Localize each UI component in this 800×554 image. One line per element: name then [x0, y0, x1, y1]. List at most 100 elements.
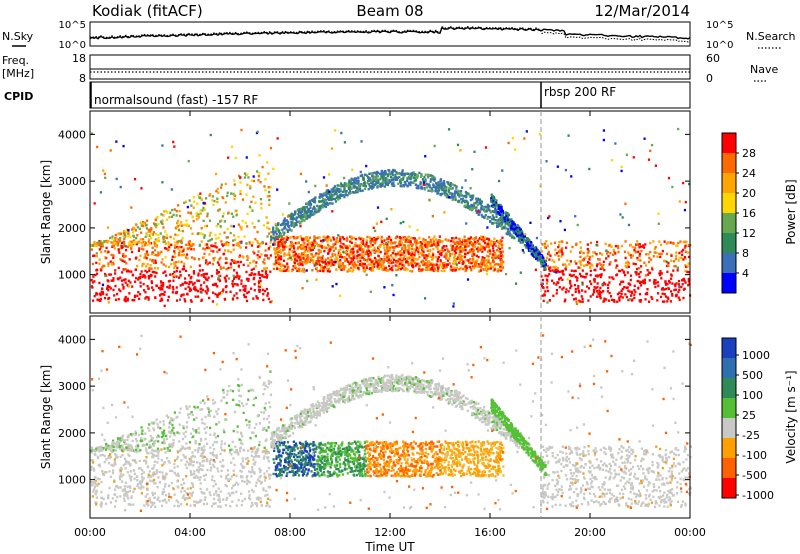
range-time-cell: [463, 240, 466, 243]
range-time-cell: [229, 231, 232, 235]
range-time-cell: [377, 184, 381, 188]
range-time-cell: [254, 201, 257, 204]
range-time-cell: [238, 275, 241, 278]
range-time-cell: [481, 208, 484, 211]
range-time-cell: [395, 172, 399, 175]
range-time-cell: [595, 243, 598, 247]
range-time-cell: [327, 198, 331, 202]
range-time-cell: [459, 250, 462, 253]
range-time-cell: [584, 290, 587, 293]
range-time-cell: [151, 246, 154, 250]
range-time-cell: [391, 268, 394, 272]
range-time-cell: [639, 298, 643, 302]
range-time-cell: [554, 265, 557, 269]
range-time-cell: [595, 295, 599, 298]
range-time-cell: [245, 225, 249, 228]
range-time-cell: [600, 291, 603, 294]
range-time-cell: [258, 290, 261, 293]
range-time-cell: [407, 252, 410, 256]
range-time-cell: [436, 246, 439, 249]
range-time-cell: [517, 232, 521, 235]
range-time-cell: [494, 211, 497, 214]
range-time-cell: [165, 233, 168, 236]
range-time-cell: [534, 255, 537, 258]
range-time-cell: [166, 299, 170, 302]
range-time-cell: [506, 215, 510, 219]
range-time-cell: [252, 267, 255, 270]
range-time-cell: [127, 229, 130, 232]
range-time-cell: [101, 243, 104, 247]
range-time-cell: [393, 241, 396, 245]
range-time-cell: [249, 187, 252, 190]
range-time-cell: [128, 258, 131, 261]
range-time-cell: [681, 283, 684, 286]
range-time-cell: [122, 287, 125, 290]
range-time-cell: [146, 234, 149, 237]
range-time-cell: [375, 172, 378, 175]
range-time-cell: [162, 235, 165, 238]
range-time-cell: [475, 254, 478, 258]
range-time-cell: [385, 249, 388, 252]
colorbar-swatch: [722, 193, 736, 214]
range-time-cell: [497, 219, 500, 222]
range-time-cell: [513, 231, 516, 235]
range-time-cell: [403, 268, 406, 271]
range-time-cell: [278, 229, 281, 232]
range-time-cell: [417, 186, 420, 190]
range-time-cell: [334, 253, 337, 256]
range-time-cell: [451, 195, 454, 199]
range-time-cell: [649, 250, 652, 254]
range-time-cell: [595, 240, 599, 244]
range-time-cell: [627, 261, 630, 265]
range-time-cell: [410, 247, 413, 250]
range-time-cell: [599, 263, 602, 266]
range-time-cell: [320, 267, 323, 271]
range-time-cell: [166, 211, 169, 214]
range-time-cell: [479, 269, 482, 272]
range-time-cell: [557, 258, 561, 261]
range-time-cell: [175, 214, 178, 217]
range-time-cell: [92, 254, 95, 258]
range-time-cell: [265, 287, 269, 291]
range-time-cell: [624, 261, 628, 264]
range-time-cell: [321, 206, 324, 209]
range-time-cell: [95, 261, 98, 265]
range-time-cell: [221, 290, 224, 293]
range-time-cell: [484, 214, 487, 217]
range-time-cell: [279, 233, 282, 237]
range-time-cell: [455, 266, 458, 269]
range-time-cell: [620, 289, 623, 292]
range-time-cell: [401, 266, 404, 270]
range-time-cell: [474, 259, 477, 263]
range-time-cell: [96, 145, 99, 149]
range-time-cell: [388, 172, 391, 175]
range-time-cell: [269, 146, 273, 150]
range-time-cell: [599, 267, 602, 270]
range-time-cell: [380, 182, 383, 185]
range-time-cell: [540, 264, 544, 268]
range-time-cell: [163, 235, 166, 239]
cpid-segment-2: rbsp 200 RF: [544, 85, 616, 99]
range-time-cell: [260, 202, 263, 205]
range-time-cell: [224, 182, 227, 186]
range-time-cell: [556, 269, 559, 273]
range-time-cell: [369, 251, 372, 254]
range-time-cell: [544, 259, 548, 263]
range-time-cell: [487, 240, 490, 243]
range-time-cell: [338, 194, 341, 197]
range-time-cell: [415, 183, 418, 187]
range-time-cell: [480, 238, 483, 241]
range-time-cell: [408, 246, 411, 250]
range-time-cell: [322, 261, 325, 264]
range-time-cell: [233, 261, 236, 265]
range-time-cell: [377, 249, 380, 253]
range-time-cell: [406, 185, 409, 188]
range-time-cell: [475, 261, 478, 264]
range-time-cell: [491, 217, 494, 221]
range-time-cell: [257, 282, 261, 285]
range-time-cell: [217, 222, 220, 226]
range-time-cell: [286, 215, 290, 218]
range-time-cell: [461, 262, 464, 266]
range-time-cell: [388, 264, 391, 268]
range-time-cell: [290, 258, 293, 261]
